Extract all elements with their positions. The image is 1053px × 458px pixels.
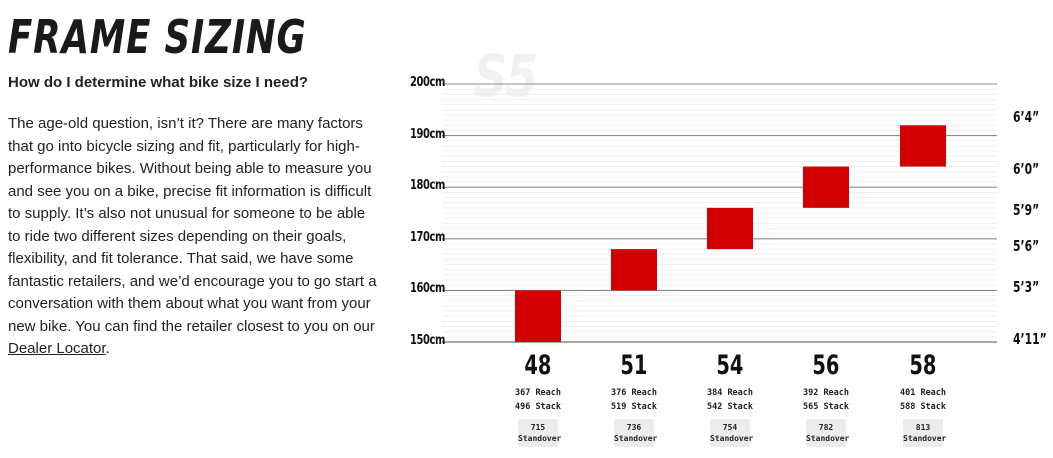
standover-badge: 715 Standover <box>518 419 562 447</box>
stack-value: 565 Stack <box>802 402 850 412</box>
chart-canvas <box>442 83 997 343</box>
frame-size-chart: S5 200cm 190cm 180cm 170cm 160cm 150cm 6’4” 6’0… <box>410 40 1053 458</box>
frame-size-label: 51 <box>620 350 648 381</box>
body-tail: . <box>105 340 110 357</box>
intro-section: FRAME SIZING How do I determine what bik… <box>8 0 378 361</box>
height-imperial-label: 6’4” <box>1013 108 1040 127</box>
size-range-bar-48 <box>515 290 561 342</box>
reach-value: 384 Reach <box>706 388 754 398</box>
stack-value: 542 Stack <box>706 402 754 412</box>
stack-value: 496 Stack <box>514 402 562 412</box>
height-imperial-label: 5’9” <box>1013 201 1040 219</box>
dealer-locator-link[interactable]: Dealer Locator <box>8 340 106 357</box>
standover-label: Standover <box>710 434 754 443</box>
height-imperial-label: 5’3” <box>1013 278 1040 297</box>
standover-badge: 754 Standover <box>710 419 754 447</box>
size-range-bar-54 <box>707 207 753 250</box>
size-range-bar-51 <box>611 249 657 291</box>
body-text: The age-old question, isn’t it? There ar… <box>8 115 377 335</box>
reach-value: 401 Reach <box>899 388 947 398</box>
standover-label: Standover <box>903 434 947 443</box>
size-column: 54 384 Reach 542 Stack 754 Standover <box>690 352 770 447</box>
y-tick-label: 170cm <box>410 229 445 245</box>
y-tick-label: 160cm <box>410 281 445 297</box>
standover-badge: 736 Standover <box>614 419 658 447</box>
y-tick-label: 150cm <box>410 333 445 348</box>
frame-size-label: 54 <box>716 350 744 381</box>
standover-label: Standover <box>806 434 850 443</box>
size-range-bar-56 <box>803 166 849 208</box>
y-tick-label: 180cm <box>410 178 445 194</box>
height-imperial-label: 6’0” <box>1013 159 1040 178</box>
chart-watermark: S5 <box>474 42 538 110</box>
y-tick-label: 190cm <box>410 126 445 142</box>
page-title: FRAME SIZING <box>8 10 307 64</box>
reach-value: 392 Reach <box>802 388 850 398</box>
standover-label: Standover <box>518 434 562 443</box>
standover-value: 736 <box>626 423 642 432</box>
standover-value: 754 <box>722 423 738 432</box>
size-column: 56 392 Reach 565 Stack 782 Standover <box>786 352 866 447</box>
stack-value: 519 Stack <box>610 402 658 412</box>
frame-size-label: 56 <box>812 350 840 381</box>
standover-badge: 782 Standover <box>806 419 850 447</box>
size-column: 48 367 Reach 496 Stack 715 Standover <box>498 352 578 447</box>
height-imperial-label: 4’11” <box>1013 330 1047 348</box>
stack-value: 588 Stack <box>899 402 947 412</box>
standover-value: 813 <box>915 423 931 432</box>
size-column: 58 401 Reach 588 Stack 813 Standover <box>883 352 963 447</box>
subheading: How do I determine what bike size I need… <box>8 74 309 91</box>
size-range-bar-58 <box>900 125 946 167</box>
body-paragraph: The age-old question, isn’t it? There ar… <box>8 113 378 361</box>
standover-label: Standover <box>614 434 658 443</box>
height-imperial-label: 5’6” <box>1013 237 1040 256</box>
frame-size-label: 48 <box>524 350 552 381</box>
frame-size-label: 58 <box>909 350 937 381</box>
reach-value: 376 Reach <box>610 388 658 398</box>
size-column: 51 376 Reach 519 Stack 736 Standover <box>594 352 674 447</box>
standover-value: 715 <box>530 423 546 432</box>
y-tick-label: 200cm <box>410 75 445 90</box>
reach-value: 367 Reach <box>514 388 562 398</box>
standover-badge: 813 Standover <box>903 419 947 447</box>
standover-value: 782 <box>818 423 834 432</box>
